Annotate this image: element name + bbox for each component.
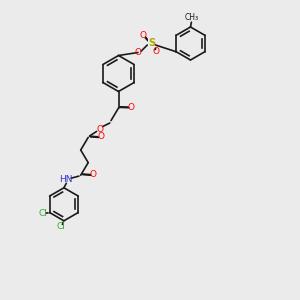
Text: O: O bbox=[90, 170, 97, 179]
Text: Cl: Cl bbox=[39, 209, 47, 218]
Text: O: O bbox=[96, 124, 103, 134]
Text: O: O bbox=[140, 32, 147, 40]
Text: O: O bbox=[97, 132, 104, 141]
Text: Cl: Cl bbox=[56, 222, 65, 231]
Text: S: S bbox=[148, 38, 155, 49]
Text: O: O bbox=[153, 47, 160, 56]
Text: CH₃: CH₃ bbox=[185, 13, 199, 22]
Text: HN: HN bbox=[60, 175, 73, 184]
Text: O: O bbox=[134, 48, 142, 57]
Text: O: O bbox=[128, 103, 135, 112]
